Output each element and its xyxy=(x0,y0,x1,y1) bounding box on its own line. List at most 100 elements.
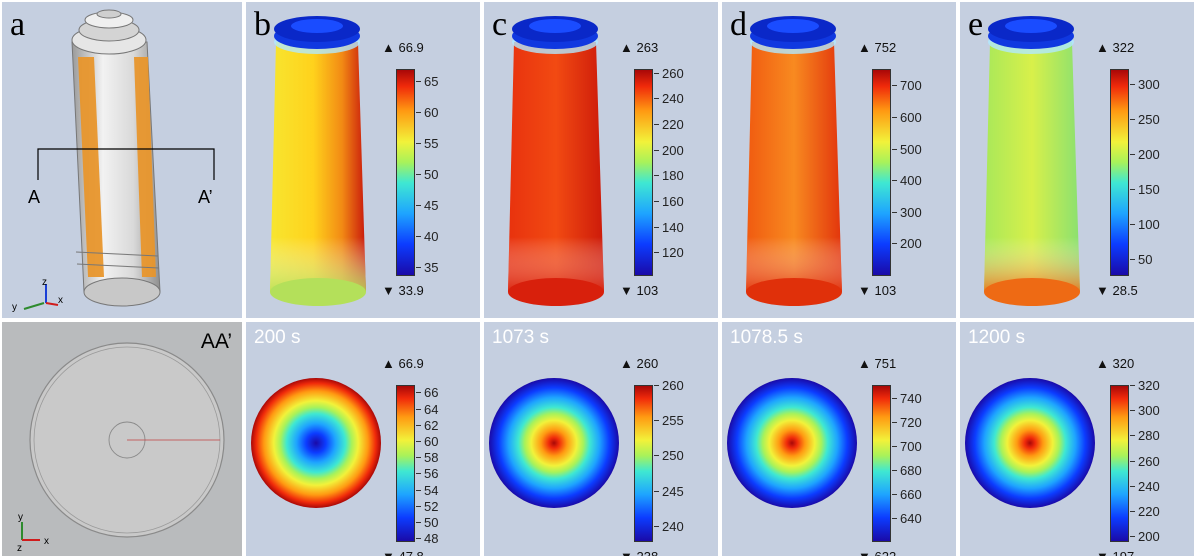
section-panel-3-colorbar-tick: 680 xyxy=(892,463,922,479)
panel-c-colorbar-tick: 220 xyxy=(654,117,684,133)
panel-label-b: b xyxy=(254,6,271,43)
panel-b-colorbar-tick: 65 xyxy=(415,73,439,89)
section-panel-4-colorbar-tick: 200 xyxy=(1130,529,1160,545)
panel-b-colorbar-tick: 40 xyxy=(415,229,439,245)
section-panel-4-colorbar-tick: 320 xyxy=(1130,378,1160,393)
cross-section-temperature-map-4 xyxy=(965,378,1095,508)
panel-e-colorbar xyxy=(1110,69,1129,276)
panel-d-colorbar-tick: 400 xyxy=(892,173,922,189)
section-panel-2-colorbar-tick: 250 xyxy=(654,448,684,464)
section-panel-1-colorbar-tick: 58 xyxy=(415,450,439,466)
cross-section-temperature-map-3 xyxy=(727,378,857,508)
section-panel-2-colorbar-tick: 245 xyxy=(654,483,684,499)
battery-temperature-surface-e xyxy=(984,16,1080,306)
time-label-3: 1078.5 s xyxy=(730,327,803,348)
section-panel-2-max-value: ▲ 260 xyxy=(620,356,659,371)
axis-y-label: y xyxy=(12,302,17,313)
section-panel-2-colorbar-tick: 255 xyxy=(654,413,684,429)
panel-e-colorbar-tick: 100 xyxy=(1130,217,1160,233)
panel-e: e 300 250 200 150 100 50 ▲ 322 ▼ 28.5 xyxy=(960,2,1194,318)
panel-b-colorbar-tick: 55 xyxy=(415,135,439,151)
section-panel-3-colorbar-tick: 640 xyxy=(892,511,922,527)
panel-c-colorbar-tick: 260 xyxy=(654,65,684,81)
cross-section-temperature-map-1 xyxy=(251,378,381,508)
time-label-4: 1200 s xyxy=(968,327,1026,348)
section-panel-3-colorbar-tick: 720 xyxy=(892,415,922,431)
panel-d-colorbar-tick: 200 xyxy=(892,236,922,252)
section-panel-1-colorbar-tick: 52 xyxy=(415,498,439,514)
axis-y-label-section: y xyxy=(18,512,23,523)
panel-c-colorbar-tick: 200 xyxy=(654,142,684,158)
section-panel-3-colorbar xyxy=(872,385,891,542)
axis-z-label-section: z xyxy=(17,543,22,554)
panel-b-colorbar xyxy=(396,69,415,276)
panel-c-colorbar-tick: 180 xyxy=(654,168,684,184)
panel-label-e: e xyxy=(968,6,984,43)
panel-e-colorbar-tick: 50 xyxy=(1129,251,1153,267)
section-panel-1-max-value: ▲ 66.9 xyxy=(382,356,424,371)
section-panel-3-min-value: ▼ 622 xyxy=(858,550,896,556)
panel-c-colorbar xyxy=(634,69,653,276)
section-panel-1-colorbar-tick: 62 xyxy=(415,417,439,433)
battery-temperature-surface-c xyxy=(508,16,604,306)
panel-label-d: d xyxy=(730,6,747,43)
section-panel-1-colorbar-tick: 66 xyxy=(415,385,439,401)
panel-d-max-value: ▲ 752 xyxy=(858,40,897,55)
section-panel-4-colorbar xyxy=(1110,385,1129,542)
battery-temperature-surface-b xyxy=(270,16,366,306)
panel-b-colorbar-tick: 45 xyxy=(415,198,439,214)
panel-e-colorbar-tick: 300 xyxy=(1130,77,1160,93)
cross-section-temperature-map-2 xyxy=(489,378,619,508)
section-panel-1-min-value: ▼ 47.8 xyxy=(382,550,424,556)
section-panel-1-colorbar-tick: 50 xyxy=(415,515,439,531)
section-panel-4-colorbar-tick: 280 xyxy=(1130,428,1160,444)
panel-c-min-value: ▼ 103 xyxy=(620,283,659,298)
section-panel-2-colorbar-tick: 240 xyxy=(654,518,684,534)
axis-x-label-section: x xyxy=(44,536,49,547)
section-panel-1-colorbar xyxy=(396,385,415,542)
panel-b-colorbar-tick: 60 xyxy=(415,104,439,120)
panel-d: d 700 600 500 400 300 200 ▲ 752 ▼ 103 xyxy=(722,2,956,318)
battery-temperature-surface-d xyxy=(746,16,842,306)
section-title: AA’ xyxy=(200,330,232,353)
panel-c: c 260 240 220 200 180 160 140 120 ▲ 263 ▼ 103 xyxy=(484,2,718,318)
section-panel-2-min-value: ▼ 238 xyxy=(620,550,658,556)
panel-d-min-value: ▼ 103 xyxy=(858,283,897,298)
panel-e-colorbar-tick: 250 xyxy=(1130,112,1160,128)
time-label-1: 200 s xyxy=(254,327,301,348)
section-panel-4: 1200 s 320 300 280 260 240 220 200 ▲ 320 ▼ 197 xyxy=(960,322,1194,556)
section-panel-3-max-value: ▲ 751 xyxy=(858,356,897,371)
section-panel-4-colorbar-tick: 240 xyxy=(1130,478,1160,494)
section-panel-4-colorbar-tick: 260 xyxy=(1130,453,1160,469)
section-panel-4-colorbar-tick: 220 xyxy=(1130,504,1160,520)
panel-d-colorbar xyxy=(872,69,891,276)
time-label-2: 1073 s xyxy=(492,327,550,348)
panel-label-a: a xyxy=(10,6,26,43)
panel-c-colorbar-tick: 160 xyxy=(654,193,684,209)
panel-aa-section: y z x AA’ xyxy=(2,322,242,556)
panel-c-colorbar-tick: 140 xyxy=(654,219,684,235)
section-panel-1-colorbar-tick: 48 xyxy=(415,531,439,547)
panel-b-max-value: ▲ 66.9 xyxy=(382,40,424,55)
section-panel-3-colorbar-tick: 660 xyxy=(892,487,922,503)
panel-d-colorbar-tick: 600 xyxy=(892,110,922,125)
section-panel-1-colorbar-tick: 60 xyxy=(415,433,439,449)
cross-section-drawing: y z x xyxy=(17,342,225,554)
panel-e-max-value: ▲ 322 xyxy=(1096,40,1135,55)
section-panel-1-colorbar-tick: 54 xyxy=(415,482,439,498)
panel-d-colorbar-tick: 300 xyxy=(892,204,922,220)
axis-z-label: z xyxy=(42,277,47,288)
section-panel-3: 1078.5 s 740 720 700 680 660 640 ▲ 751 ▼ 622 xyxy=(722,322,956,556)
panel-c-colorbar-tick: 120 xyxy=(654,245,684,261)
section-panel-1-colorbar-tick: 64 xyxy=(415,401,439,417)
panel-c-colorbar-tick: 240 xyxy=(654,91,684,107)
section-panel-2: 1073 s 260 255 250 245 240 ▲ 260 ▼ 238 xyxy=(484,322,718,556)
section-panel-4-colorbar-tick: 300 xyxy=(1130,403,1160,419)
panel-c-max-value: ▲ 263 xyxy=(620,40,659,55)
panel-e-colorbar-tick: 150 xyxy=(1130,182,1160,198)
section-panel-3-colorbar-tick: 740 xyxy=(892,391,922,407)
section-label-a: A xyxy=(28,187,41,207)
section-panel-4-max-value: ▲ 320 xyxy=(1096,356,1135,371)
panel-d-colorbar-tick: 700 xyxy=(892,78,922,94)
